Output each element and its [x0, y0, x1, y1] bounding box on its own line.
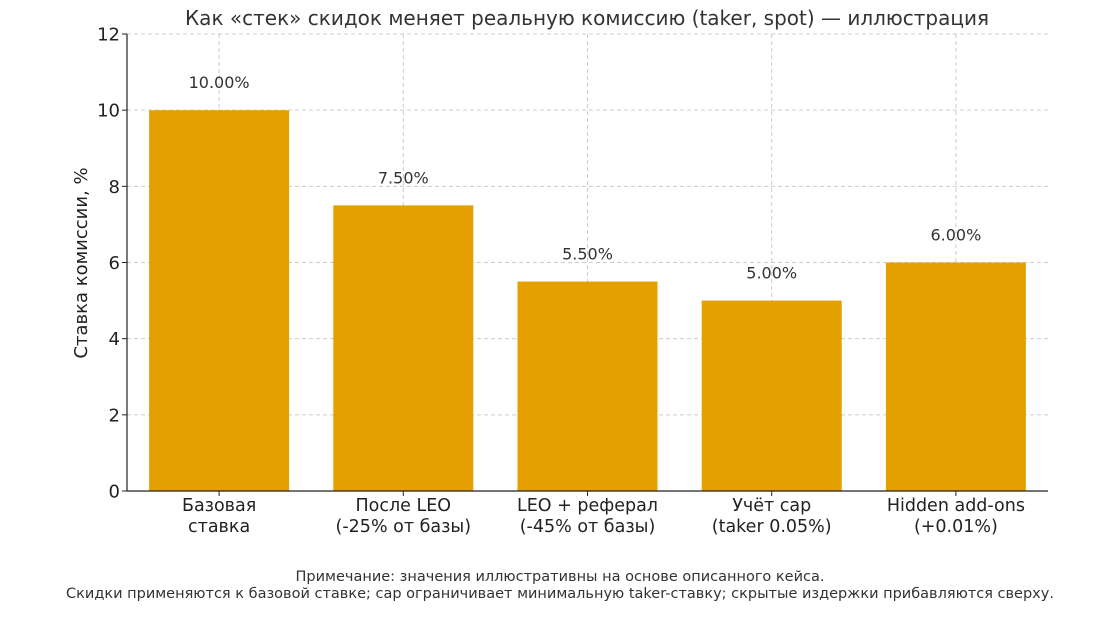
bar [885, 262, 1026, 491]
category-label: LEO + реферал [517, 496, 658, 516]
category-label: (-25% от базы) [336, 517, 472, 537]
note-line-2: Скидки применяются к базовой ставке; cap… [66, 586, 1054, 602]
note-line-1: Примечание: значения иллюстративны на ос… [296, 569, 825, 585]
y-tick-label: 10 [97, 101, 120, 122]
category-label: ставка [188, 517, 250, 537]
value-label: 10.00% [189, 73, 250, 92]
value-label: 5.00% [746, 264, 797, 283]
category-label: Учёт cap [732, 496, 811, 516]
value-label: 6.00% [930, 226, 981, 245]
bar [149, 110, 290, 492]
value-labels: 10.00% 7.50% 5.50% 5.00% 6.00% [189, 73, 982, 282]
category-label: (+0.01%) [914, 517, 998, 537]
bar [333, 205, 474, 491]
category-label: Hidden add-ons [887, 496, 1025, 516]
y-tick-label: 0 [109, 482, 120, 503]
bar [701, 300, 842, 491]
y-tick-label: 2 [109, 405, 120, 426]
value-label: 7.50% [378, 168, 429, 187]
chart-title: Как «стек» скидок меняет реальную комисс… [185, 6, 989, 30]
y-tick-label: 8 [109, 177, 120, 198]
y-tick-labels: 0 2 4 6 8 10 12 [97, 25, 127, 503]
category-label: (taker 0.05%) [712, 517, 832, 537]
category-label: После LEO [356, 496, 452, 516]
bars [149, 110, 1026, 492]
y-tick-label: 12 [97, 25, 120, 46]
y-tick-label: 4 [109, 329, 120, 350]
y-tick-label: 6 [109, 253, 120, 274]
value-label: 5.50% [562, 245, 613, 264]
category-label: Базовая [182, 496, 256, 516]
category-label: (-45% от базы) [520, 517, 656, 537]
y-axis-label: Ставка комиссии, % [71, 167, 92, 358]
bar [517, 281, 658, 491]
